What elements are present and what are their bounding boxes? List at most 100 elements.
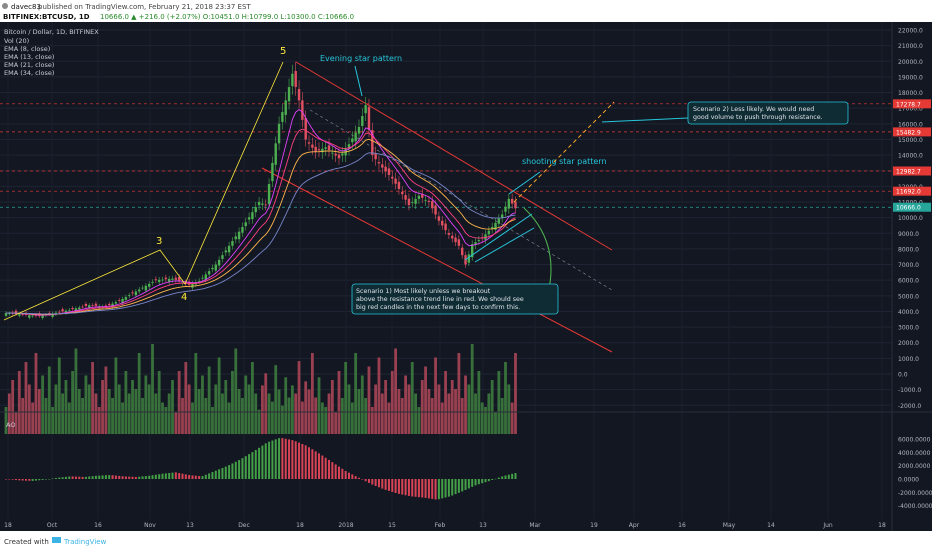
candle: [74, 308, 78, 312]
volume-bar: [61, 393, 65, 434]
candle: [154, 279, 158, 281]
candle: [261, 203, 264, 205]
candle: [8, 313, 11, 315]
candle: [241, 227, 244, 233]
ao-bar: [414, 479, 417, 497]
ticker: BITFINEX:BTCUSD, 1D: [3, 13, 90, 21]
scenario1-text: above the resistance trend line in red. …: [356, 296, 524, 303]
candle: [461, 247, 464, 256]
ao-bar: [21, 479, 24, 481]
ao-bar: [264, 443, 267, 479]
candle: [41, 315, 44, 319]
volume-bar: [217, 357, 221, 434]
volume-bar: [181, 398, 184, 434]
ao-bar: [331, 462, 334, 479]
candle: [371, 130, 374, 156]
volume-bar: [81, 398, 84, 434]
volume-bar: [290, 385, 294, 434]
ao-bar: [411, 479, 414, 497]
candle: [171, 278, 174, 280]
volume-bar: [480, 402, 484, 434]
ao-bar: [511, 473, 514, 479]
ao-bar: [431, 479, 434, 499]
candle: [384, 166, 387, 172]
ao-bar: [407, 479, 410, 496]
time-tick-label: Nov: [144, 522, 156, 529]
ao-bar: [281, 438, 284, 479]
volume-bar: [194, 353, 198, 434]
candle: [221, 255, 224, 259]
candle: [144, 285, 148, 291]
volume-bar: [11, 380, 15, 434]
candle: [244, 222, 247, 227]
ao-bar: [288, 439, 291, 479]
time-tick-label: May: [723, 522, 736, 529]
volume-bar: [347, 384, 351, 434]
candle: [78, 307, 81, 310]
brand[interactable]: TradingView: [63, 538, 107, 546]
ao-bar: [377, 479, 380, 488]
ao-bar: [5, 479, 7, 480]
price-label-bg: [893, 202, 931, 212]
time-tick-label: Mar: [529, 522, 541, 529]
ao-bar: [201, 476, 204, 479]
ao-bar: [154, 474, 157, 479]
ema-line: [5, 109, 516, 316]
candle: [324, 147, 327, 149]
ema-line: [5, 128, 516, 316]
candle: [161, 279, 164, 281]
volume-bar: [137, 353, 141, 434]
ao-bar: [298, 442, 301, 479]
price-label: 12982.7: [896, 168, 921, 175]
volume-bar: [191, 402, 194, 434]
ao-bar: [301, 443, 304, 479]
ema-line: [6, 152, 516, 315]
volume-bar: [424, 366, 427, 434]
volume-bar: [487, 393, 491, 434]
candle: [301, 100, 304, 120]
volume-bar: [304, 381, 308, 434]
ao-bar: [338, 466, 340, 479]
candle: [167, 278, 171, 283]
volume-bar: [7, 393, 11, 434]
ao-tick-label: 0.0000: [898, 477, 919, 484]
candle: [201, 277, 204, 279]
candle: [217, 259, 221, 266]
ao-bar: [481, 479, 484, 484]
candle: [407, 198, 411, 206]
volume-bar: [440, 402, 444, 434]
ohlc-values: 10666.0 ▲ +216.0 (+2.07%) O:10451.0 H:10…: [100, 13, 354, 21]
ao-bar: [128, 476, 131, 479]
ao-bar: [224, 466, 227, 479]
wave-4-label: 4: [181, 292, 187, 303]
chart-svg[interactable]: 3 4 5 22000.0 21000.0 20000.0 19000.0 18000.0 1…: [0, 22, 932, 531]
author[interactable]: davec83: [11, 3, 41, 11]
volume-bar: [280, 405, 284, 434]
volume-bar: [231, 371, 234, 434]
volume-bar: [490, 380, 494, 434]
volume-bar: [407, 384, 411, 434]
elliott-waves: 3 4 5: [3, 46, 286, 321]
candle: [427, 200, 431, 202]
volume-bar: [464, 375, 467, 434]
ao-bar: [374, 479, 377, 486]
candle: [254, 207, 257, 213]
time-tick-label: Oct: [47, 522, 58, 529]
candle: [391, 176, 394, 179]
ao-bar: [78, 476, 81, 479]
candle: [91, 305, 94, 306]
ema-line: [6, 138, 516, 315]
volume-bar: [377, 357, 381, 434]
candle: [337, 154, 341, 159]
price-label-bg: [893, 99, 931, 109]
ao-bar: [357, 477, 360, 479]
volume-bar: [161, 402, 164, 434]
volume-bar: [57, 357, 61, 434]
ao-bar: [168, 473, 171, 479]
ao-bar: [304, 445, 307, 479]
candle: [304, 118, 307, 140]
ao-bar: [324, 457, 327, 479]
ao-bar: [138, 476, 141, 479]
legend-ema8: EMA (8, close): [4, 45, 50, 53]
candle: [257, 202, 261, 206]
